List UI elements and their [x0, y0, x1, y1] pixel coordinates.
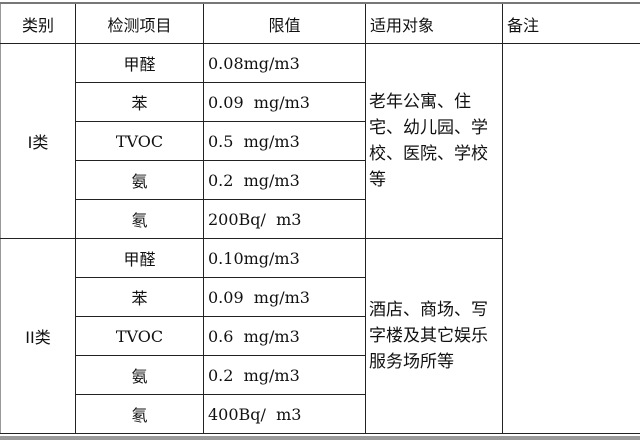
limit-cell: 0.08mg/m3: [203, 43, 366, 83]
table-row: TVOC 0.5 mg/m3: [1, 121, 640, 161]
limit-cell: 400Bq/ m3: [203, 394, 366, 434]
item-cell: 氡: [75, 394, 204, 434]
table-row: 氨 0.2 mg/m3: [1, 355, 640, 395]
header-remarks: 备注: [502, 2, 640, 44]
table-row: 氨 0.2 mg/m3: [1, 160, 640, 200]
table-row: 氡 200Bq/ m3: [1, 199, 640, 239]
applicable-cell: 酒店、商场、写字楼及其它娱乐服务场所等: [365, 238, 503, 434]
applicable-cell: 老年公寓、住宅、幼儿园、学校、医院、学校等: [365, 43, 503, 239]
header-limit: 限值: [203, 2, 366, 44]
item-cell: 苯: [75, 277, 204, 317]
item-cell: 苯: [75, 82, 204, 122]
item-cell: 氨: [75, 355, 204, 395]
table-row: I类 甲醛 0.08mg/m3 老年公寓、住宅、幼儿园、学校、医院、学校等: [0, 43, 640, 434]
remarks-cell: [502, 43, 640, 434]
table-row: 苯 0.09 mg/m3: [1, 82, 640, 122]
limit-cell: 0.6 mg/m3: [203, 316, 366, 356]
limit-cell: 0.2 mg/m3: [203, 160, 366, 200]
header-item: 检测项目: [75, 2, 204, 44]
limit-cell: 0.09 mg/m3: [203, 277, 366, 317]
bottom-edge: [0, 436, 640, 440]
category-cell: II类: [0, 238, 76, 434]
table-row: TVOC 0.6 mg/m3: [1, 316, 640, 356]
limit-cell: 200Bq/ m3: [203, 199, 366, 239]
item-cell: 氡: [75, 199, 204, 239]
limit-cell: 0.10mg/m3: [203, 238, 366, 278]
table-row: II类 甲醛 0.10mg/m3 酒店、商场、写字楼及其它娱乐服务场所等: [0, 238, 640, 434]
item-cell: TVOC: [75, 316, 204, 356]
category-cell: I类: [0, 43, 76, 239]
limit-cell: 0.5 mg/m3: [203, 121, 366, 161]
table-row: 苯 0.09 mg/m3: [1, 277, 640, 317]
limit-cell: 0.09 mg/m3: [203, 82, 366, 122]
item-cell: 氨: [75, 160, 204, 200]
table-row: 氡 400Bq/ m3: [1, 394, 640, 434]
header-applicable: 适用对象: [365, 2, 503, 44]
header-row: 类别 检测项目 限值 适用对象 备注: [0, 2, 640, 44]
limit-cell: 0.2 mg/m3: [203, 355, 366, 395]
item-cell: 甲醛: [75, 238, 204, 278]
item-cell: 甲醛: [75, 43, 204, 83]
item-cell: TVOC: [75, 121, 204, 161]
header-category: 类别: [0, 2, 76, 44]
